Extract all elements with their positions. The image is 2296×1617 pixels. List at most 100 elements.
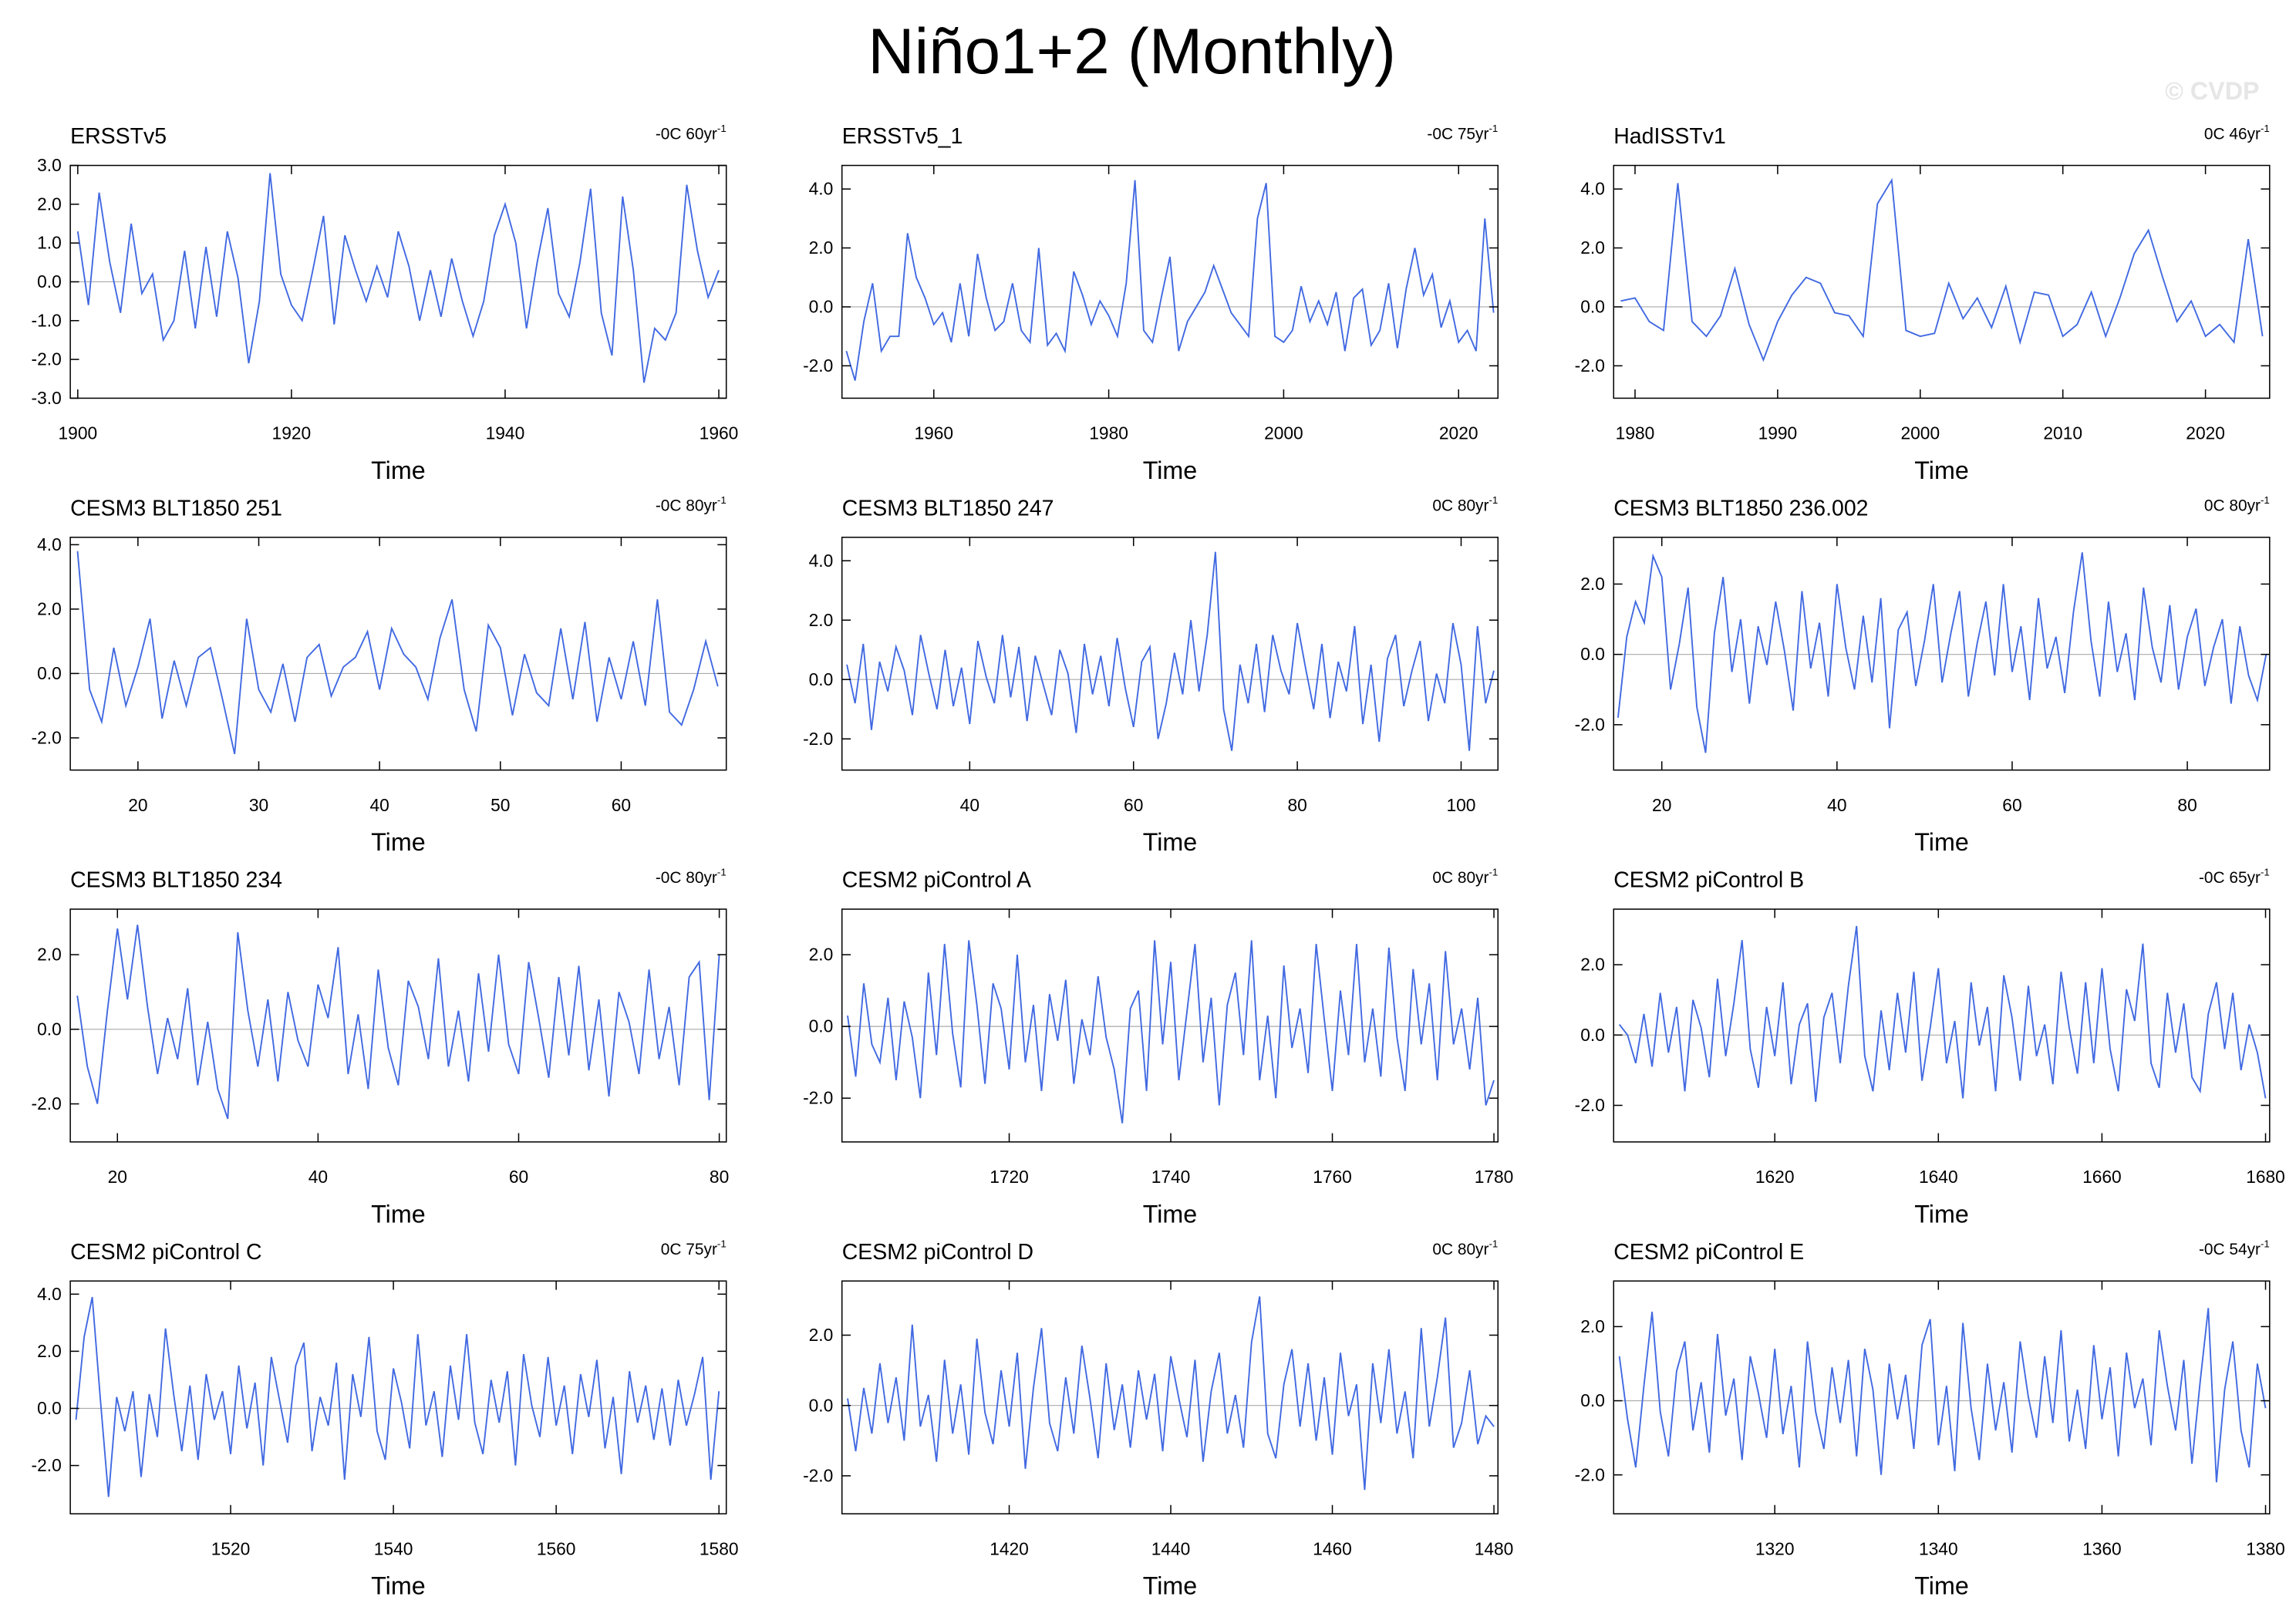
y-tick-label: 0.0 xyxy=(1580,644,1605,664)
y-tick-label: 2.0 xyxy=(809,1325,834,1345)
plot-frame xyxy=(69,1280,727,1514)
x-axis-label: Time xyxy=(371,456,426,484)
y-tick-label: 0.0 xyxy=(809,1016,834,1036)
y-tick-label: -2.0 xyxy=(1575,355,1605,376)
data-line xyxy=(1620,177,2264,362)
y-tick-label: 2.0 xyxy=(809,610,834,630)
x-tick-label: 1360 xyxy=(2082,1538,2122,1558)
plot-frame xyxy=(1613,1280,2271,1514)
panel: CESM2 piControl A 0C 80yr-1 -2.0 0.0 2.0 1720… xyxy=(803,866,1513,1228)
y-tick-label: -2.0 xyxy=(32,1093,62,1113)
plot-frame xyxy=(1613,537,2271,771)
y-tick-label: 4.0 xyxy=(809,179,834,199)
x-axis-label: Time xyxy=(1143,828,1198,856)
x-tick-label: 1320 xyxy=(1755,1538,1795,1558)
x-tick-label: 2020 xyxy=(1439,423,1478,443)
plot-frame xyxy=(1613,164,2271,399)
x-axis-label: Time xyxy=(1914,1200,1969,1228)
panel: CESM3 BLT1850 234 -0C 80yr-1 -2.0 0.0 2.0 20 4… xyxy=(32,866,730,1228)
panel-title: CESM2 piControl D xyxy=(842,1240,1033,1265)
panel-annotation: 0C 80yr-1 xyxy=(1432,866,1498,886)
watermark: © CVDP xyxy=(2165,77,2259,105)
data-line xyxy=(846,551,1495,751)
x-tick-label: 30 xyxy=(249,795,268,815)
annotation-superscript: -1 xyxy=(2261,494,2270,506)
panel-annotation: -0C 75yr-1 xyxy=(1427,123,1498,143)
panel: CESM2 piControl D 0C 80yr-1 -2.0 0.0 2.0 1420… xyxy=(803,1238,1513,1600)
annotation-text: -0C 54yr xyxy=(2199,1241,2261,1258)
x-tick-label: 1340 xyxy=(1919,1538,1958,1558)
x-tick-label: 50 xyxy=(491,795,510,815)
annotation-text: -0C 80yr xyxy=(656,497,717,515)
x-tick-label: 1900 xyxy=(59,423,98,443)
panel-title: CESM3 BLT1850 234 xyxy=(70,868,282,893)
x-tick-label: 1990 xyxy=(1758,423,1798,443)
plot-frame xyxy=(841,908,1499,1143)
x-tick-label: 2010 xyxy=(2043,423,2082,443)
annotation-text: 0C 80yr xyxy=(2204,497,2261,515)
y-tick-label: 2.0 xyxy=(1580,574,1605,594)
panel: CESM3 BLT1850 236.002 0C 80yr-1 -2.0 0.0 2.0… xyxy=(1575,494,2271,856)
data-line xyxy=(76,173,720,383)
panel-title: ERSSTv5_1 xyxy=(842,124,963,149)
x-tick-label: 1480 xyxy=(1475,1538,1514,1558)
x-tick-label: 20 xyxy=(108,1167,127,1187)
x-axis-label: Time xyxy=(1143,1200,1198,1228)
x-tick-label: 1980 xyxy=(1089,423,1128,443)
y-tick-label: -2.0 xyxy=(32,728,62,748)
annotation-text: -0C 75yr xyxy=(1427,125,1489,143)
x-tick-label: 40 xyxy=(1827,795,1846,815)
data-line xyxy=(76,925,720,1120)
x-tick-label: 20 xyxy=(1652,795,1671,815)
panel: CESM3 BLT1850 247 0C 80yr-1 -2.0 0.0 2.0 4.0 4… xyxy=(803,494,1499,856)
y-tick-label: -2.0 xyxy=(1575,1464,1605,1484)
annotation-superscript: -1 xyxy=(2261,123,2270,134)
y-tick-label: 2.0 xyxy=(1580,955,1605,975)
y-tick-label: -2.0 xyxy=(32,349,62,369)
panel-annotation: -0C 80yr-1 xyxy=(656,494,727,514)
annotation-superscript: -1 xyxy=(717,1238,727,1250)
x-tick-label: 40 xyxy=(308,1167,328,1187)
x-tick-label: 20 xyxy=(128,795,147,815)
annotation-text: -0C 65yr xyxy=(2199,869,2261,887)
data-line xyxy=(847,1296,1495,1491)
y-tick-label: 0.0 xyxy=(809,297,834,317)
plot-frame xyxy=(1613,908,2271,1143)
panel-annotation: -0C 60yr-1 xyxy=(656,123,727,143)
x-axis-label: Time xyxy=(1914,828,1969,856)
x-tick-label: 1580 xyxy=(700,1538,739,1558)
panel-annotation: 0C 80yr-1 xyxy=(1432,494,1498,514)
annotation-text: 0C 80yr xyxy=(1432,869,1489,887)
plot-frame xyxy=(841,1280,1499,1514)
x-axis-label: Time xyxy=(371,828,426,856)
annotation-superscript: -1 xyxy=(2261,866,2270,878)
x-tick-label: 1960 xyxy=(914,423,953,443)
annotation-text: -0C 80yr xyxy=(656,869,717,887)
panel-title: CESM2 piControl A xyxy=(842,868,1031,893)
y-tick-label: 2.0 xyxy=(37,194,62,214)
x-tick-label: 1760 xyxy=(1313,1167,1352,1187)
x-tick-label: 60 xyxy=(612,795,631,815)
y-tick-label: 0.0 xyxy=(1580,1390,1605,1410)
y-tick-label: 2.0 xyxy=(1580,237,1605,258)
annotation-superscript: -1 xyxy=(1489,494,1498,506)
y-tick-label: -1.0 xyxy=(32,310,62,330)
y-tick-label: 2.0 xyxy=(37,1341,62,1361)
x-tick-label: 2000 xyxy=(1264,423,1303,443)
y-tick-label: 0.0 xyxy=(37,1019,62,1039)
y-tick-label: 2.0 xyxy=(809,945,834,965)
panel-title: CESM3 BLT1850 247 xyxy=(842,496,1054,520)
y-tick-label: 4.0 xyxy=(37,534,62,554)
x-axis-label: Time xyxy=(1914,456,1969,484)
y-tick-label: 0.0 xyxy=(1580,1025,1605,1045)
y-tick-label: -3.0 xyxy=(32,388,62,408)
panel-title: CESM3 BLT1850 251 xyxy=(70,496,282,520)
y-tick-label: 0.0 xyxy=(809,669,834,689)
x-axis-label: Time xyxy=(371,1200,426,1228)
x-tick-label: 60 xyxy=(1124,795,1143,815)
panel-title: ERSSTv5 xyxy=(70,124,167,149)
annotation-superscript: -1 xyxy=(717,866,727,878)
y-tick-label: 4.0 xyxy=(37,1284,62,1304)
plot-frame xyxy=(841,537,1499,771)
